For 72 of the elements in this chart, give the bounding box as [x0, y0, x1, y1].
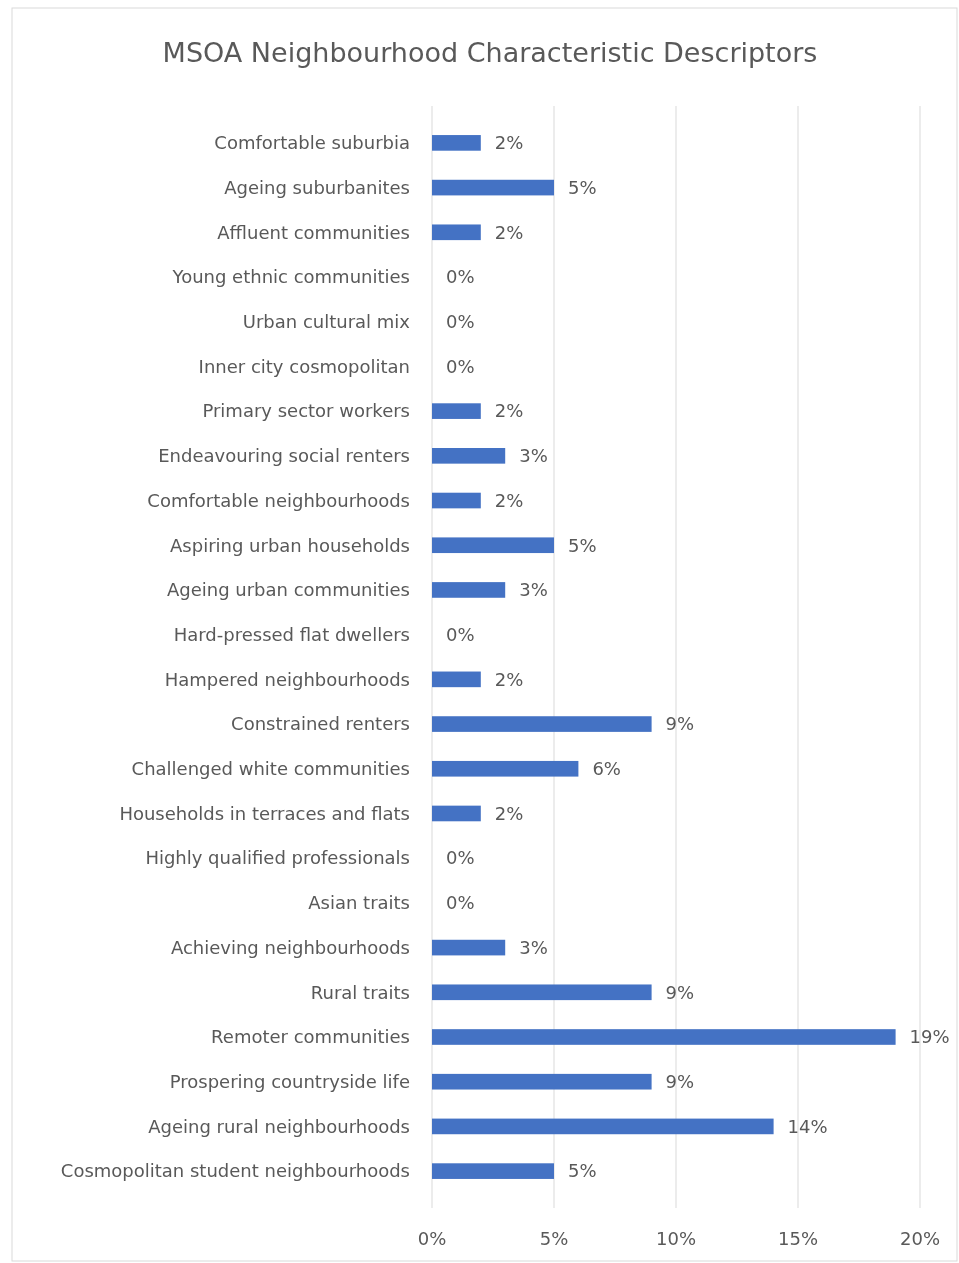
bar	[432, 403, 481, 419]
data-label: 5%	[568, 1160, 597, 1182]
y-tick-label: Comfortable neighbourhoods	[147, 489, 410, 511]
y-tick-label: Urban cultural mix	[242, 311, 411, 333]
y-tick-label: Young ethnic communities	[171, 266, 410, 288]
data-label: 5%	[568, 534, 597, 556]
y-tick-label: Rural traits	[310, 981, 410, 1003]
y-tick-label: Hard-pressed flat dwellers	[173, 623, 410, 645]
y-tick-label: Remoter communities	[211, 1026, 410, 1048]
data-label: 19%	[909, 1026, 950, 1048]
data-label: 3%	[519, 445, 548, 467]
bar	[432, 984, 652, 1001]
data-label: 6%	[592, 758, 621, 780]
x-tick-label: 10%	[655, 1228, 697, 1249]
bar	[432, 671, 481, 688]
y-tick-label: Hampered neighbourhoods	[164, 668, 410, 690]
data-label: 0%	[446, 892, 475, 914]
data-label: 2%	[494, 802, 524, 824]
data-label: 2%	[494, 400, 524, 422]
data-label: 3%	[519, 579, 548, 601]
y-tick-label: Households in terraces and flats	[119, 802, 410, 824]
y-tick-label: Constrained renters	[231, 713, 410, 735]
data-label: 0%	[446, 311, 475, 333]
data-label: 2%	[494, 221, 524, 243]
bar	[432, 224, 481, 241]
data-label: 14%	[787, 1115, 828, 1137]
y-tick-label: Aspiring urban households	[170, 534, 410, 556]
bar	[432, 582, 506, 598]
bar	[432, 939, 506, 956]
y-tick-label: Highly qualified professionals	[145, 847, 410, 869]
data-label: 2%	[494, 668, 524, 690]
data-label: 0%	[446, 266, 475, 288]
data-label: 9%	[665, 1071, 695, 1093]
y-tick-label: Ageing rural neighbourhoods	[148, 1115, 410, 1137]
data-label: 9%	[665, 981, 695, 1003]
data-label: 0%	[446, 623, 475, 645]
bar	[432, 135, 481, 151]
data-label: 2%	[494, 132, 524, 154]
bar	[432, 716, 652, 732]
x-tick-label: 15%	[777, 1228, 819, 1249]
y-tick-label: Comfortable suburbia	[214, 132, 410, 154]
y-tick-label: Ageing urban communities	[166, 579, 410, 601]
y-tick-label: Achieving neighbourhoods	[170, 936, 410, 958]
bar	[432, 537, 554, 554]
data-label: 9%	[665, 713, 695, 735]
bar	[432, 492, 481, 509]
bar	[432, 1029, 896, 1045]
y-tick-label: Cosmopolitan student neighbourhoods	[60, 1160, 410, 1182]
data-label: 0%	[446, 847, 475, 869]
bar	[432, 448, 506, 464]
bar	[432, 760, 579, 777]
bar	[432, 1163, 554, 1179]
x-tick-label: 0%	[417, 1228, 447, 1249]
data-label: 2%	[494, 489, 524, 511]
y-tick-label: Asian traits	[308, 892, 410, 914]
y-tick-label: Primary sector workers	[202, 400, 410, 422]
data-label: 5%	[568, 176, 597, 198]
bar	[432, 179, 554, 196]
x-tick-label: 20%	[899, 1228, 941, 1249]
bar	[432, 1118, 774, 1135]
y-tick-label: Endeavouring social renters	[158, 445, 410, 467]
bar	[432, 1073, 652, 1090]
y-tick-label: Inner city cosmopolitan	[198, 355, 410, 377]
chart-title: MSOA Neighbourhood Characteristic Descriptors	[162, 37, 818, 68]
data-label: 0%	[446, 355, 475, 377]
x-tick-label: 5%	[539, 1228, 569, 1249]
bar	[432, 805, 481, 822]
y-tick-label: Prospering countryside life	[169, 1071, 410, 1093]
y-tick-label: Affluent communities	[217, 221, 410, 243]
data-label: 3%	[519, 936, 548, 958]
y-tick-label: Challenged white communities	[131, 758, 410, 780]
y-tick-label: Ageing suburbanites	[224, 176, 410, 198]
